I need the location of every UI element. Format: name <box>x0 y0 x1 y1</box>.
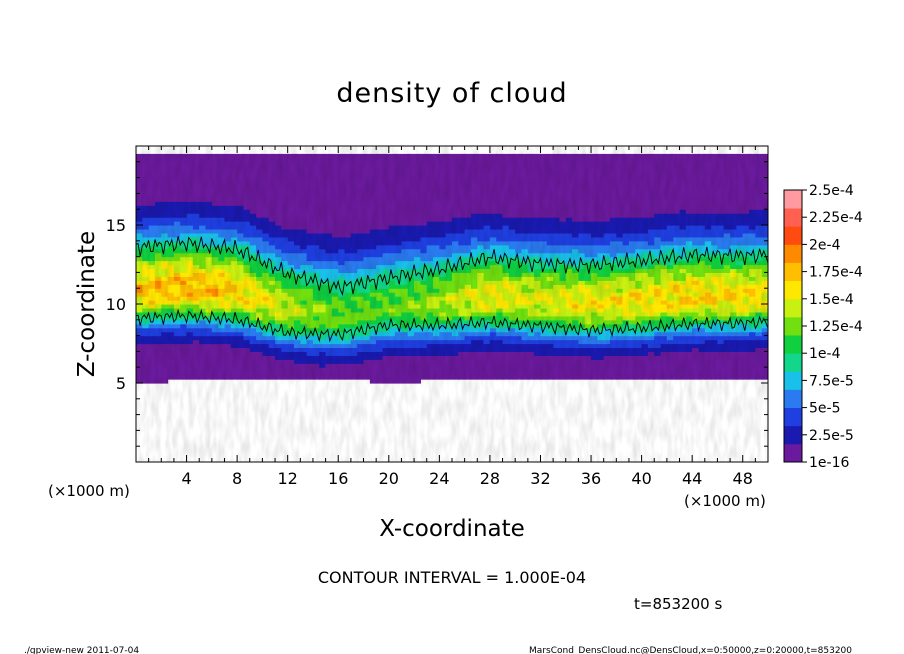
chart-title: density of cloud <box>336 78 567 109</box>
